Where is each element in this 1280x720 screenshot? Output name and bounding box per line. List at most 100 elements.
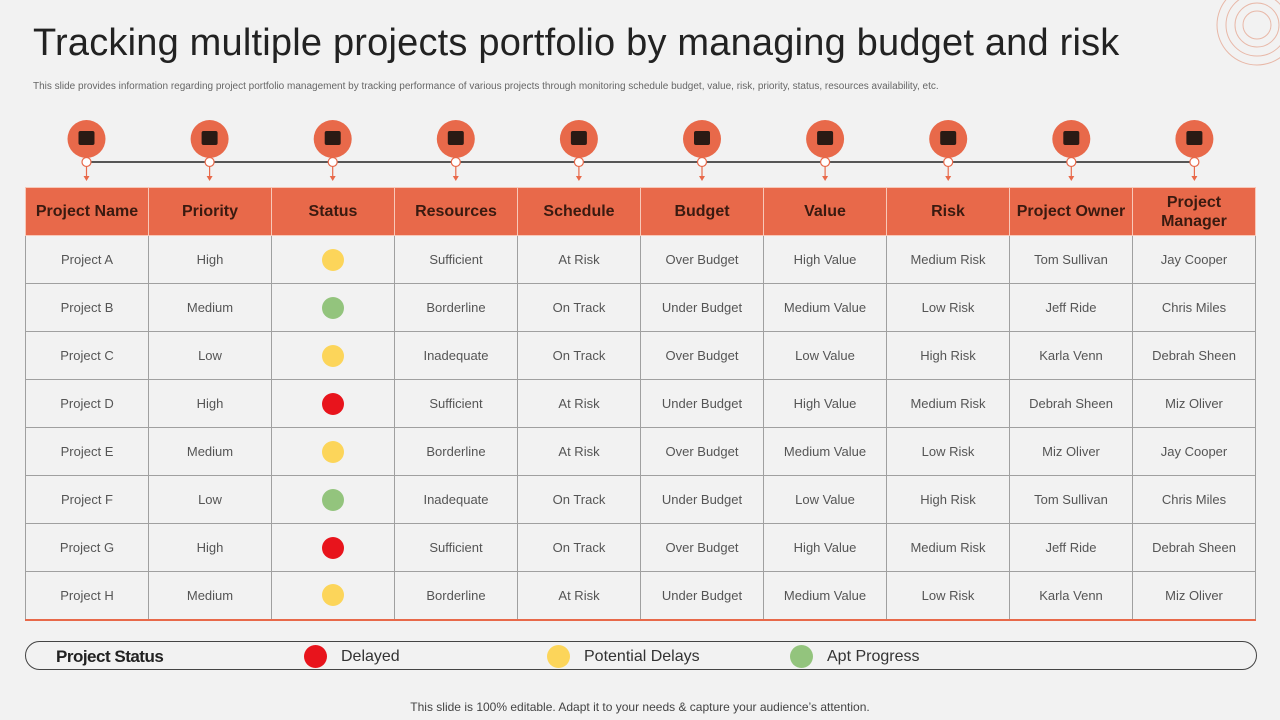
table-cell: High: [148, 379, 272, 428]
table-row: Project D High Sufficient At Risk Under Budg…: [25, 379, 1256, 428]
timeline-node: [1189, 156, 1200, 168]
monitor-presentation-icon-glyph: [324, 131, 341, 145]
table-cell: High: [148, 523, 272, 572]
table-cell: Inadequate: [394, 331, 518, 380]
table-cell: Debrah Sheen: [1132, 331, 1256, 380]
table-cell: At Risk: [517, 427, 641, 476]
table-row: Project C Low Inadequate On Track Over Budge…: [25, 331, 1256, 380]
table-cell: Karla Venn: [1009, 331, 1133, 380]
table-cell: High Value: [763, 235, 887, 284]
table-cell: On Track: [517, 331, 641, 380]
table-cell: Low Value: [763, 475, 887, 524]
legend-title: Project Status: [56, 647, 164, 666]
table-cell: Project F: [25, 475, 149, 524]
table-cell: High Risk: [886, 331, 1010, 380]
table-cell: Miz Oliver: [1132, 571, 1256, 621]
idea-gear-icon-glyph: [78, 131, 95, 145]
table-row: Project A High Sufficient At Risk Over Budge…: [25, 235, 1256, 284]
arrow-down-icon: [83, 176, 90, 181]
table-cell: Sufficient: [394, 523, 518, 572]
table-cell: Borderline: [394, 427, 518, 476]
table-cell: Under Budget: [640, 571, 764, 621]
timeline-node: [327, 156, 338, 168]
gear-network-icon-glyph: [447, 131, 464, 145]
table-cell: Inadequate: [394, 475, 518, 524]
timeline-node: [204, 156, 215, 168]
status-cell: [271, 475, 395, 524]
table-cell: Borderline: [394, 571, 518, 621]
page-subtitle: This slide provides information regardin…: [33, 81, 939, 92]
table-cell: Sufficient: [394, 379, 518, 428]
table-cell: Jay Cooper: [1132, 427, 1256, 476]
table-cell: Project G: [25, 523, 149, 572]
table-cell: High Value: [763, 379, 887, 428]
timeline-node: [81, 156, 92, 168]
table-cell: Jeff Ride: [1009, 283, 1133, 332]
atom-person-icon-glyph: [817, 131, 834, 145]
person-cycle-icon-glyph: [1063, 131, 1080, 145]
table-cell: Project E: [25, 427, 149, 476]
column-header: Project Owner: [1009, 187, 1133, 236]
calendar-check-icon-glyph: [570, 131, 587, 145]
table-cell: Low: [148, 331, 272, 380]
table-cell: Under Budget: [640, 283, 764, 332]
table-cell: Project D: [25, 379, 149, 428]
legend-label: Potential Delays: [584, 647, 700, 665]
table-row: Project H Medium Borderline At Risk Under Bu…: [25, 571, 1256, 621]
table-cell: At Risk: [517, 379, 641, 428]
table-cell: High Risk: [886, 475, 1010, 524]
table-cell: Tom Sullivan: [1009, 235, 1133, 284]
column-header: Priority: [148, 187, 272, 236]
status-cell: [271, 331, 395, 380]
person-flowchart-icon-glyph: [201, 131, 218, 145]
timeline-node: [573, 156, 585, 168]
table-cell: Jeff Ride: [1009, 523, 1133, 572]
timeline-node: [819, 156, 831, 168]
table-cell: Under Budget: [640, 379, 764, 428]
table-cell: At Risk: [517, 571, 641, 621]
timeline-node: [450, 156, 461, 168]
table-row: Project F Low Inadequate On Track Under Budg…: [25, 475, 1256, 524]
column-header: Project Name: [25, 187, 149, 236]
table-cell: Over Budget: [640, 427, 764, 476]
table-cell: High Value: [763, 523, 887, 572]
table-cell: Chris Miles: [1132, 475, 1256, 524]
arrow-down-icon: [1191, 176, 1198, 181]
timeline-node: [696, 156, 708, 168]
column-header: Status: [271, 187, 395, 236]
table-cell: Medium Value: [763, 427, 887, 476]
timeline-node: [1066, 156, 1077, 168]
table-cell: Under Budget: [640, 475, 764, 524]
status-dot-red: [322, 392, 344, 415]
table-cell: Medium Value: [763, 283, 887, 332]
table-cell: Miz Oliver: [1132, 379, 1256, 428]
legend-dot-red: [304, 645, 327, 668]
status-cell: [271, 379, 395, 428]
timeline-node: [943, 156, 954, 168]
arrow-down-icon: [329, 176, 336, 181]
status-cell: [271, 571, 395, 621]
manager-clock-icon-glyph: [1186, 131, 1203, 145]
table-cell: On Track: [517, 283, 641, 332]
arrow-down-icon: [699, 176, 705, 181]
table-cell: Tom Sullivan: [1009, 475, 1133, 524]
table-cell: On Track: [517, 523, 641, 572]
table-cell: Project B: [25, 283, 149, 332]
table-cell: Medium Risk: [886, 379, 1010, 428]
concentric-circles-decoration: [1216, 0, 1280, 66]
status-dot-yellow: [322, 584, 344, 607]
column-header: Budget: [640, 187, 764, 236]
table-cell: At Risk: [517, 235, 641, 284]
projects-table: Project Name Priority Status Resources Sched…: [25, 187, 1256, 621]
legend-label: Apt Progress: [827, 647, 920, 665]
table-row: Project G High Sufficient On Track Over Budg…: [25, 523, 1256, 572]
legend-label: Delayed: [341, 647, 400, 665]
table-cell: Low Risk: [886, 283, 1010, 332]
table-cell: Over Budget: [640, 523, 764, 572]
table-cell: Medium: [148, 571, 272, 621]
footer-note: This slide is 100% editable. Adapt it to…: [410, 700, 870, 714]
table-cell: Project C: [25, 331, 149, 380]
table-cell: Low: [148, 475, 272, 524]
table-cell: Medium Value: [763, 571, 887, 621]
table-cell: Jay Cooper: [1132, 235, 1256, 284]
